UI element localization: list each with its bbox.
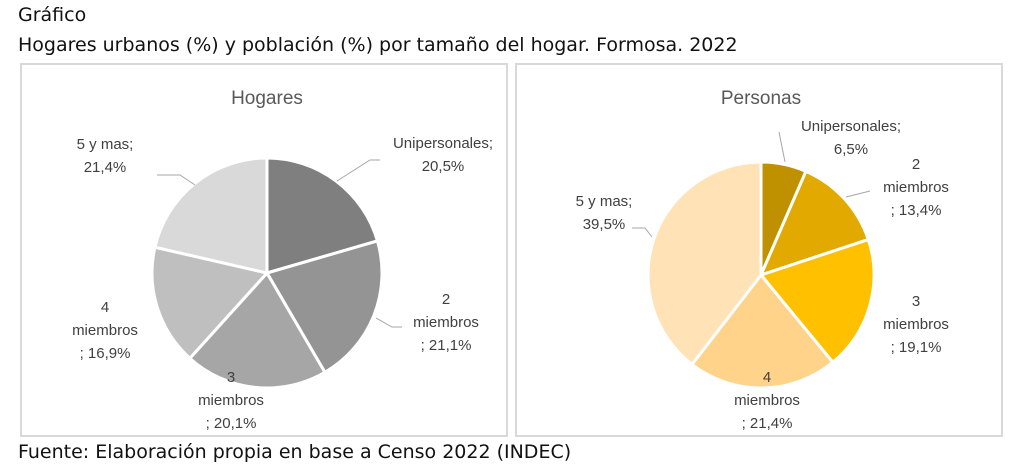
- data-label: 4 miembros; 16,9%: [72, 299, 138, 362]
- chart-title-0: Hogares: [231, 88, 303, 109]
- pie-slice-4-miembros: [689, 272, 835, 390]
- pie-slice-3-miembros: [187, 270, 327, 390]
- pie-slice-5-y-mas: [646, 160, 763, 367]
- leader-line: [375, 317, 402, 328]
- pie-slice-2-miembros: [264, 239, 384, 375]
- pie-slice-5-y-mas: [153, 156, 269, 275]
- leader-line: [778, 131, 786, 163]
- data-label: 3 miembros; 19,1%: [883, 293, 949, 356]
- leader-line: [336, 159, 380, 182]
- data-label: 2 miembros; 21,1%: [413, 291, 479, 354]
- data-label: 3 miembros; 20,1%: [198, 369, 264, 432]
- chart-panel-personas: [515, 63, 1003, 437]
- leader-line: [845, 190, 871, 198]
- chart-panel-hogares: [20, 63, 508, 437]
- pie-slice-3-miembros: [758, 237, 876, 365]
- pie-slice-unipersonales: [265, 156, 380, 275]
- figure-label: Gráfico: [18, 4, 87, 26]
- data-label: 4 miembros; 21,4%: [734, 369, 800, 432]
- data-label: 5 y mas; 21,4%: [77, 136, 134, 176]
- figure-title: Hogares urbanos (%) y población (%) por …: [18, 34, 738, 56]
- source-note: Fuente: Elaboración propia en base a Cen…: [18, 441, 572, 463]
- leader-line: [632, 227, 653, 238]
- data-label: 2 miembros; 13,4%: [883, 156, 949, 219]
- data-label: Unipersonales; 20,5%: [393, 135, 493, 175]
- data-label: Unipersonales; 6,5%: [801, 118, 901, 158]
- data-label: 5 y mas; 39,5%: [576, 193, 633, 233]
- chart-title-1: Personas: [721, 88, 801, 109]
- pie-slice-2-miembros: [758, 169, 871, 278]
- leader-line: [157, 174, 196, 186]
- pie-slice-4-miembros: [150, 245, 270, 361]
